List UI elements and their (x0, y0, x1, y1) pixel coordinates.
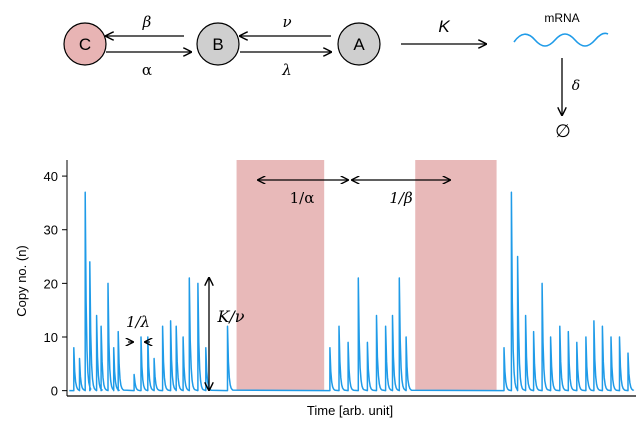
y-axis-label: Copy no. (n) (14, 245, 29, 317)
inactive-interval-2 (415, 160, 497, 391)
y-tick-label: 0 (51, 384, 58, 399)
state-c-label: C (79, 35, 91, 54)
empty-set-symbol: ∅ (555, 121, 571, 141)
annotation-lambda: 1/λ (126, 313, 150, 342)
y-tick-label: 40 (44, 169, 58, 184)
y-tick-label: 20 (44, 276, 58, 291)
beta-interval-label: 1/β (389, 189, 413, 207)
rate-beta-label: β (142, 13, 152, 31)
y-tick-label: 10 (44, 330, 58, 345)
rate-lambda-label: λ (281, 61, 292, 79)
y-axis-ticks: 0 10 20 30 40 (44, 169, 67, 399)
alpha-interval-label: 1/α (290, 189, 315, 207)
amplitude-label: K/ν (216, 307, 244, 326)
state-c-circle (63, 22, 107, 66)
annotation-alpha: 1/α (258, 180, 348, 207)
reaction-scheme: C B A β α ν λ K mRNA δ ∅ (63, 11, 609, 141)
inactive-intervals (236, 160, 497, 391)
mrna-wave (513, 32, 609, 47)
copy-number-trace (69, 191, 635, 392)
mrna-label: mRNA (544, 11, 579, 25)
y-tick-label: 30 (44, 223, 58, 238)
rate-alpha-label: α (142, 61, 152, 79)
rate-nu-label: ν (282, 13, 291, 31)
inactive-interval-1 (236, 160, 325, 391)
state-b-label: B (212, 35, 223, 54)
x-axis-label: Time [arb. unit] (307, 403, 393, 418)
state-a-label: A (353, 35, 365, 54)
lambda-interval-label: 1/λ (126, 313, 150, 331)
state-b-circle (196, 22, 240, 66)
rate-k-label: K (438, 17, 450, 36)
rate-delta-label: δ (572, 78, 580, 94)
annotation-beta: 1/β (352, 180, 450, 207)
state-a-circle (337, 22, 381, 66)
annotation-amplitude: K/ν (209, 278, 245, 390)
